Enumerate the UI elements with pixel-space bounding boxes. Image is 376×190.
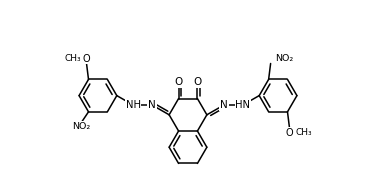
Text: O: O bbox=[83, 54, 90, 63]
Text: N: N bbox=[148, 100, 156, 110]
Text: NH: NH bbox=[126, 100, 141, 110]
Text: O: O bbox=[193, 77, 202, 87]
Text: CH₃: CH₃ bbox=[64, 54, 81, 63]
Text: NO₂: NO₂ bbox=[72, 122, 90, 131]
Text: HN: HN bbox=[235, 100, 250, 110]
Text: O: O bbox=[286, 128, 293, 138]
Text: CH₃: CH₃ bbox=[295, 128, 312, 137]
Text: N: N bbox=[220, 100, 228, 110]
Text: O: O bbox=[174, 77, 183, 87]
Text: NO₂: NO₂ bbox=[275, 54, 294, 63]
